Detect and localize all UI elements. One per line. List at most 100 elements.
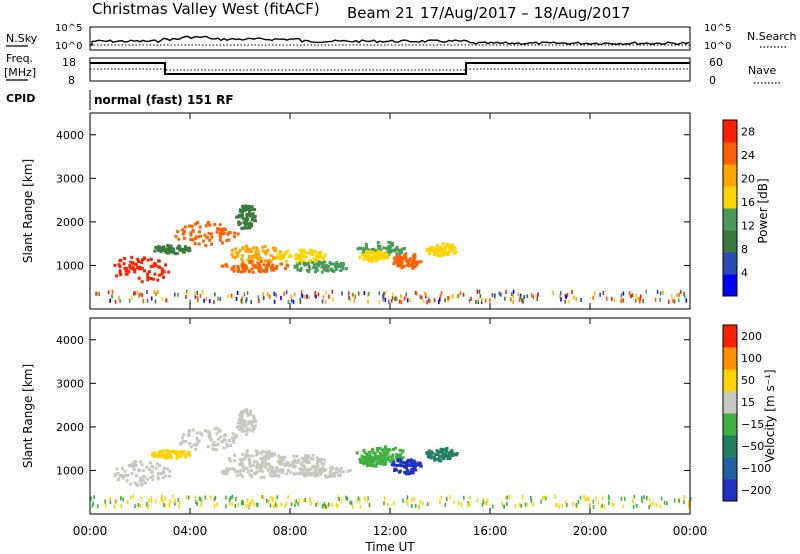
heatmap-cell	[247, 454, 251, 458]
heatmap-cell	[287, 495, 289, 500]
heatmap-cell	[391, 453, 395, 457]
xtick-label: 20:00	[573, 524, 608, 538]
heatmap-cell	[151, 277, 155, 281]
heatmap-cell	[391, 243, 395, 247]
heatmap-cell	[164, 263, 167, 267]
heatmap-cell	[622, 291, 625, 296]
colorbar-swatch	[723, 142, 737, 165]
heatmap-cell	[262, 296, 265, 301]
heatmap-cell	[506, 501, 508, 506]
heatmap-cell	[160, 272, 164, 276]
heatmap-cell	[398, 299, 401, 304]
heatmap-cell	[122, 497, 124, 502]
power-colorbar-label: Power [dB]	[756, 178, 770, 243]
heatmap-cell	[225, 264, 229, 268]
heatmap-cell	[384, 453, 388, 457]
heatmap-cell	[413, 497, 415, 502]
heatmap-cell	[364, 242, 368, 246]
heatmap-cell	[309, 467, 312, 471]
heatmap-cell	[311, 453, 315, 457]
heatmap-cell	[240, 428, 243, 432]
heatmap-cell	[355, 451, 359, 455]
heatmap-cell	[301, 468, 305, 471]
heatmap-cell	[438, 450, 442, 454]
heatmap-cell	[168, 474, 172, 478]
heatmap-cell	[334, 471, 338, 475]
heatmap-cell	[226, 469, 230, 473]
heatmap-cell	[153, 249, 157, 253]
heatmap-cell	[240, 411, 244, 415]
heatmap-cell	[313, 293, 316, 298]
heatmap-cell	[145, 465, 149, 469]
heatmap-cell	[375, 454, 379, 458]
heatmap-cell	[182, 229, 186, 233]
heatmap-cell	[196, 295, 199, 300]
heatmap-cell	[114, 299, 117, 304]
heatmap-cell	[358, 256, 362, 260]
heatmap-cell	[339, 467, 343, 470]
heatmap-cell	[378, 254, 382, 258]
heatmap-cell	[154, 466, 158, 470]
heatmap-cell	[312, 471, 316, 475]
heatmap-cell	[222, 446, 226, 450]
heatmap-cell	[501, 502, 503, 506]
heatmap-cell	[349, 297, 352, 302]
heatmap-cell	[115, 498, 118, 503]
heatmap-cell	[321, 504, 324, 509]
heatmap-cell	[367, 451, 371, 455]
heatmap-cell	[281, 467, 285, 471]
heatmap-cell	[162, 275, 166, 279]
heatmap-cell	[221, 471, 225, 475]
heatmap-cell	[318, 468, 321, 472]
heatmap-cell	[200, 502, 202, 507]
heatmap-cell	[163, 453, 167, 457]
heatmap-cell	[436, 249, 440, 253]
heatmap-cell	[401, 256, 405, 260]
heatmap-cell	[328, 467, 332, 471]
heatmap-cell	[505, 289, 507, 294]
heatmap-cell	[438, 454, 441, 458]
heatmap-cell	[589, 503, 591, 508]
heatmap-cell	[357, 496, 360, 501]
heatmap-cell	[579, 495, 582, 500]
heatmap-cell	[242, 469, 246, 473]
heatmap-cell	[640, 294, 642, 299]
heatmap-cell	[260, 463, 264, 467]
heatmap-cell	[245, 503, 248, 508]
ytick-label: 2000	[56, 216, 84, 229]
heatmap-cell	[405, 460, 409, 464]
heatmap-cell	[365, 457, 369, 461]
heatmap-cell	[304, 498, 306, 503]
heatmap-cell	[672, 298, 674, 303]
heatmap-cell	[387, 240, 391, 244]
heatmap-cell	[174, 234, 178, 238]
heatmap-cell	[199, 294, 202, 298]
heatmap-cell	[150, 470, 154, 474]
heatmap-cell	[667, 299, 670, 304]
heatmap-cell	[435, 247, 439, 251]
heatmap-cell	[256, 266, 260, 270]
heatmap-cell	[484, 298, 487, 303]
heatmap-cell	[251, 498, 254, 503]
heatmap-cell	[385, 290, 387, 295]
heatmap-cell	[314, 290, 317, 295]
heatmap-cell	[201, 499, 203, 503]
heatmap-cell	[141, 469, 145, 473]
heatmap-cell	[122, 474, 125, 478]
heatmap-cell	[308, 295, 310, 300]
heatmap-cell	[597, 500, 600, 505]
heatmap-cell	[255, 460, 259, 464]
heatmap-cell	[93, 495, 95, 500]
heatmap-cell	[171, 494, 174, 499]
heatmap-cell	[259, 467, 262, 471]
heatmap-cell	[329, 475, 332, 478]
heatmap-cell	[210, 495, 212, 500]
heatmap-cell	[250, 475, 254, 478]
heatmap-cell	[558, 504, 560, 509]
heatmap-cell	[234, 247, 238, 251]
heatmap-cell	[399, 255, 403, 259]
heatmap-cell	[166, 244, 170, 247]
heatmap-cell	[294, 472, 298, 476]
heatmap-cell	[174, 498, 177, 503]
heatmap-cell	[475, 300, 477, 304]
